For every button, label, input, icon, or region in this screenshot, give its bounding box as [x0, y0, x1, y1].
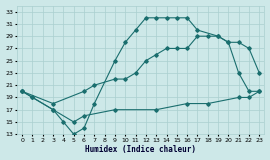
- X-axis label: Humidex (Indice chaleur): Humidex (Indice chaleur): [85, 145, 196, 154]
